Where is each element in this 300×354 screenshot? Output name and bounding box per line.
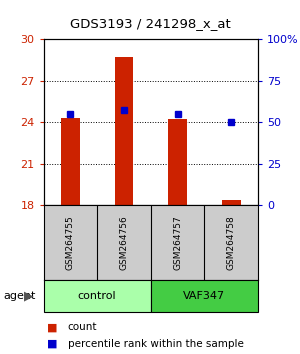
Text: ▶: ▶ — [24, 289, 33, 302]
Text: VAF347: VAF347 — [183, 291, 225, 301]
Text: control: control — [78, 291, 116, 301]
Bar — [222, 200, 241, 205]
Text: GSM264755: GSM264755 — [66, 215, 75, 270]
Text: GSM264758: GSM264758 — [227, 215, 236, 270]
Text: GSM264757: GSM264757 — [173, 215, 182, 270]
Text: GSM264756: GSM264756 — [119, 215, 128, 270]
Text: count: count — [68, 322, 97, 332]
Bar — [115, 57, 133, 205]
Bar — [151, 280, 258, 312]
Text: percentile rank within the sample: percentile rank within the sample — [68, 339, 243, 349]
Text: ■: ■ — [46, 339, 57, 349]
Bar — [44, 280, 151, 312]
Text: agent: agent — [3, 291, 35, 301]
Text: ■: ■ — [46, 322, 57, 332]
Bar — [168, 119, 187, 205]
Text: GDS3193 / 241298_x_at: GDS3193 / 241298_x_at — [70, 17, 230, 30]
Bar — [61, 118, 80, 205]
